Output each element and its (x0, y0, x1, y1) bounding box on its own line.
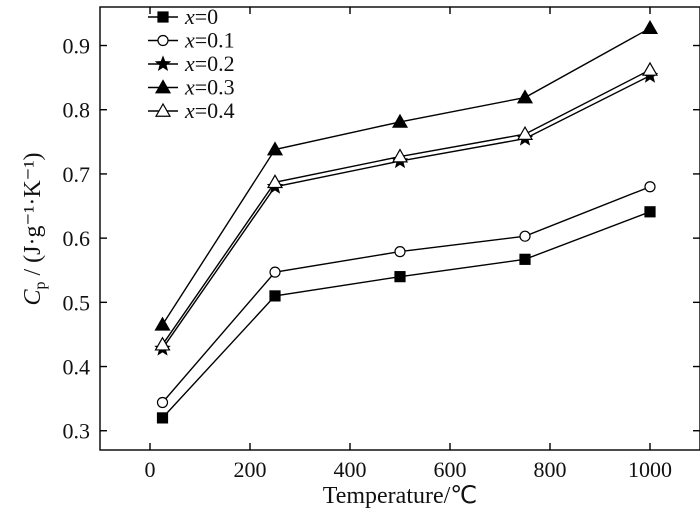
x-tick-label: 600 (434, 457, 467, 482)
series-x=0.1 (156, 181, 656, 409)
legend-value: =0 (195, 4, 218, 29)
data-point-square (269, 290, 281, 302)
data-point-triangle (154, 316, 171, 331)
legend-item: x=0 (148, 4, 218, 29)
plot-frame (99, 6, 700, 451)
y-tick-label: 0.3 (63, 419, 91, 444)
data-point-square (156, 412, 169, 424)
x-tick-label: 200 (234, 457, 267, 482)
y-tick-label: 0.4 (63, 355, 91, 380)
legend-value: =0.1 (195, 28, 235, 53)
y-tick-label: 0.5 (63, 290, 91, 315)
legend-label: x=0.2 (184, 51, 235, 76)
legend-label: x=0.3 (184, 75, 235, 100)
series-layer (154, 19, 659, 424)
legend-variable: x (184, 4, 195, 29)
legend-variable: x (184, 51, 195, 76)
data-point-square (644, 206, 656, 218)
data-point-triangle (154, 102, 172, 117)
data-point-triangle (516, 125, 534, 140)
legend-item: x=0.4 (148, 98, 235, 123)
data-point-circle (519, 230, 531, 242)
data-point-square (519, 253, 531, 265)
y-axis-subscript: p (32, 282, 49, 290)
data-point-square (157, 11, 169, 23)
series-line (161, 27, 651, 326)
legend: x=0x=0.1x=0.2x=0.3x=0.4 (148, 4, 235, 123)
legend-variable: x (184, 75, 195, 100)
data-point-triangle (391, 148, 409, 163)
x-axis-title: Temperature/℃ (323, 483, 478, 509)
data-point-circle (644, 181, 656, 193)
legend-value: =0.3 (195, 75, 235, 100)
series-x=0 (156, 206, 656, 424)
legend-item: x=0.3 (148, 75, 235, 100)
series-line (161, 186, 651, 403)
data-point-triangle (516, 89, 534, 104)
legend-label: x=0.1 (184, 28, 235, 53)
data-point-circle (394, 246, 406, 258)
y-axis-title: Cp / (J·g⁻¹·K⁻¹) (20, 152, 49, 305)
series-x=0.3 (154, 19, 659, 331)
y-tick-label: 0.9 (63, 34, 91, 59)
x-tick-label: 1000 (628, 457, 672, 482)
data-point-triangle (266, 174, 284, 189)
y-axis-unit: / (J·g⁻¹·K⁻¹) (20, 152, 46, 281)
data-point-triangle (641, 19, 659, 35)
y-tick-label: 0.8 (63, 98, 91, 123)
y-axis-symbol: C (20, 289, 46, 306)
data-point-triangle (391, 113, 409, 128)
y-tick-label: 0.7 (63, 162, 91, 187)
legend-item: x=0.1 (148, 28, 235, 53)
data-point-triangle (641, 61, 659, 76)
data-point-circle (157, 34, 169, 47)
x-tick-label: 0 (145, 457, 156, 482)
data-point-star (154, 55, 172, 72)
legend-label: x=0.4 (184, 98, 235, 123)
data-point-triangle (154, 336, 171, 351)
data-point-triangle (266, 141, 284, 156)
legend-label: x=0 (184, 4, 218, 29)
y-tick-label: 0.6 (63, 226, 91, 251)
x-tick-label: 400 (334, 457, 367, 482)
legend-variable: x (184, 98, 195, 123)
axis-ticks: 0 200 400 600 800 1000 0.3 0.4 0.5 0.6 0.7 0.8 0.9 (63, 7, 700, 482)
legend-item: x=0.2 (148, 51, 235, 76)
data-point-triangle (154, 79, 172, 94)
series-x=0.4 (154, 61, 659, 351)
legend-value: =0.4 (195, 98, 235, 123)
legend-value: =0.2 (195, 51, 235, 76)
data-point-square (394, 271, 406, 283)
series-line (161, 69, 651, 346)
x-tick-label: 800 (534, 457, 567, 482)
data-point-circle (269, 266, 281, 278)
legend-variable: x (184, 28, 195, 53)
data-point-circle (156, 396, 169, 409)
